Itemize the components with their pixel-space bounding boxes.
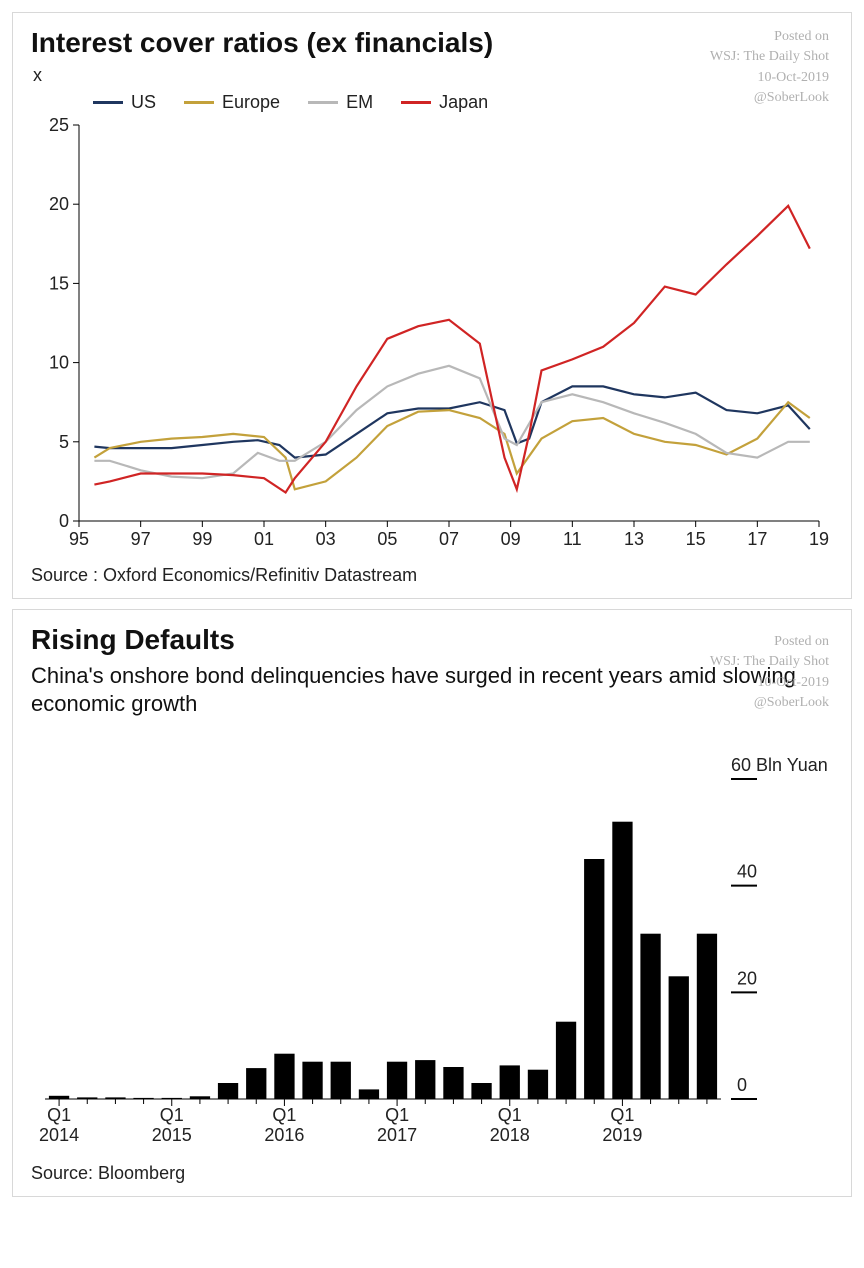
bar [274, 1054, 294, 1099]
bar [133, 1098, 153, 1099]
chart1-source: Source : Oxford Economics/Refinitiv Data… [31, 565, 833, 586]
svg-text:20: 20 [49, 194, 69, 214]
bar [77, 1097, 97, 1099]
svg-text:40: 40 [737, 862, 757, 882]
legend-item: EM [308, 92, 373, 113]
bar [190, 1096, 210, 1099]
legend-swatch [308, 101, 338, 104]
svg-text:Q1: Q1 [385, 1105, 409, 1125]
bar [584, 859, 604, 1099]
svg-text:20: 20 [737, 968, 757, 988]
bar [105, 1097, 125, 1099]
chart1-title: Interest cover ratios (ex financials) [31, 27, 833, 59]
interest-cover-panel: Posted on WSJ: The Daily Shot 10-Oct-201… [12, 12, 852, 599]
svg-text:2019: 2019 [602, 1125, 642, 1145]
svg-text:13: 13 [624, 529, 644, 549]
series-japan [94, 206, 809, 493]
bar [697, 934, 717, 1099]
chart2-title: Rising Defaults [31, 624, 833, 656]
svg-text:15: 15 [686, 529, 706, 549]
legend-swatch [401, 101, 431, 104]
svg-text:2014: 2014 [39, 1125, 79, 1145]
svg-text:Q1: Q1 [498, 1105, 522, 1125]
bar [246, 1068, 266, 1099]
bar [669, 976, 689, 1099]
series-em [94, 366, 809, 478]
bar [415, 1060, 435, 1099]
svg-text:11: 11 [563, 529, 582, 549]
chart1-y-unit: x [33, 65, 833, 86]
svg-text:15: 15 [49, 273, 69, 293]
svg-text:10: 10 [49, 353, 69, 373]
svg-text:09: 09 [501, 529, 521, 549]
legend-label: EM [346, 92, 373, 113]
svg-text:01: 01 [254, 529, 274, 549]
chart2-subtitle: China's onshore bond delinquencies have … [31, 662, 833, 717]
bar [387, 1062, 407, 1099]
bar [528, 1070, 548, 1099]
svg-text:2017: 2017 [377, 1125, 417, 1145]
svg-text:Q1: Q1 [160, 1105, 184, 1125]
legend-label: Japan [439, 92, 488, 113]
svg-text:Q1: Q1 [610, 1105, 634, 1125]
bar [302, 1062, 322, 1099]
legend-swatch [184, 101, 214, 104]
svg-text:99: 99 [192, 529, 212, 549]
chart2-source: Source: Bloomberg [31, 1163, 833, 1184]
chart2-svg: 60 Bln Yuan02040Q12014Q12015Q12016Q12017… [31, 725, 831, 1155]
bar [359, 1089, 379, 1099]
bar [500, 1065, 520, 1099]
svg-text:17: 17 [747, 529, 767, 549]
bar [556, 1022, 576, 1099]
svg-text:Q1: Q1 [47, 1105, 71, 1125]
bar [443, 1067, 463, 1099]
legend-item: Japan [401, 92, 488, 113]
chart1-svg: 051015202595979901030507091113151719 [31, 117, 831, 557]
legend-item: US [93, 92, 156, 113]
svg-text:0: 0 [737, 1075, 747, 1095]
svg-text:19: 19 [809, 529, 829, 549]
bar [612, 822, 632, 1099]
legend-label: Europe [222, 92, 280, 113]
svg-text:Q1: Q1 [272, 1105, 296, 1125]
legend-label: US [131, 92, 156, 113]
chart1-plot: 051015202595979901030507091113151719 [31, 117, 833, 557]
svg-text:2018: 2018 [490, 1125, 530, 1145]
chart2-plot: 60 Bln Yuan02040Q12014Q12015Q12016Q12017… [31, 725, 833, 1155]
rising-defaults-panel: Posted on WSJ: The Daily Shot 10-Oct-201… [12, 609, 852, 1197]
svg-text:2016: 2016 [264, 1125, 304, 1145]
bar [640, 934, 660, 1099]
bar [49, 1096, 69, 1099]
svg-text:0: 0 [59, 511, 69, 531]
svg-text:05: 05 [377, 529, 397, 549]
svg-text:60 Bln Yuan: 60 Bln Yuan [731, 755, 828, 775]
svg-text:07: 07 [439, 529, 459, 549]
legend-swatch [93, 101, 123, 104]
svg-text:2015: 2015 [152, 1125, 192, 1145]
svg-text:25: 25 [49, 117, 69, 135]
bar [331, 1062, 351, 1099]
svg-text:97: 97 [131, 529, 151, 549]
bar [218, 1083, 238, 1099]
svg-text:03: 03 [316, 529, 336, 549]
bar [471, 1083, 491, 1099]
bar [162, 1098, 182, 1099]
svg-text:5: 5 [59, 432, 69, 452]
legend-item: Europe [184, 92, 280, 113]
svg-text:95: 95 [69, 529, 89, 549]
chart1-legend: US Europe EM Japan [93, 92, 833, 113]
